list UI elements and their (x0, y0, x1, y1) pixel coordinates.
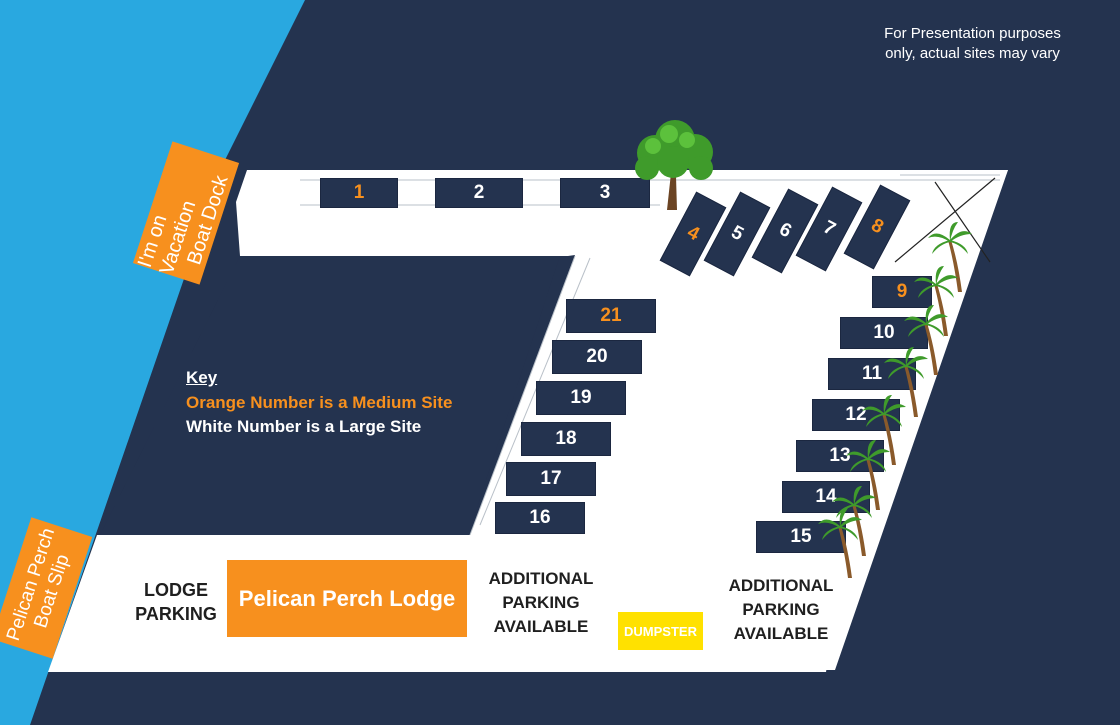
site-number: 6 (775, 218, 795, 243)
palm-tree-icon (832, 486, 876, 563)
palm-tree-icon (914, 266, 958, 343)
site-10: 10 (840, 317, 928, 349)
site-2: 2 (435, 178, 523, 208)
palm-tree-icon (846, 440, 890, 517)
site-16: 16 (495, 502, 585, 534)
site-17: 17 (506, 462, 596, 496)
additional-parking-right: ADDITIONAL PARKING AVAILABLE (715, 574, 847, 645)
additional-left-line-2: PARKING (502, 592, 580, 612)
palm-tree-icon (884, 347, 928, 424)
key-title: Key (186, 368, 218, 387)
site-number: 7 (819, 216, 839, 241)
site-18: 18 (521, 422, 611, 456)
palm-tree-icon (904, 305, 948, 382)
lodge-building: Pelican Perch Lodge (227, 560, 467, 637)
dumpster: DUMPSTER (618, 612, 703, 650)
palm-tree-icon (862, 395, 906, 472)
key-large: White Number is a Large Site (186, 417, 422, 437)
site-number: 11 (861, 363, 883, 384)
additional-left-line-1: ADDITIONAL (488, 569, 594, 588)
site-3: 3 (560, 178, 650, 208)
site-15: 15 (756, 521, 846, 553)
map-key: Key Orange Number is a Medium Site White… (186, 366, 452, 440)
site-number: 16 (529, 507, 551, 528)
tree-icon (635, 120, 713, 210)
site-20: 20 (552, 340, 642, 374)
disclaimer-line-1: For Presentation purposes (884, 25, 1061, 42)
lodge-parking-label: LODGE PARKING (120, 578, 232, 627)
additional-right-line-2: PARKING (742, 599, 820, 619)
site-21: 21 (566, 299, 656, 333)
key-medium: Orange Number is a Medium Site (186, 392, 453, 412)
site-number: 15 (790, 526, 812, 547)
site-number: 21 (600, 305, 622, 326)
lodge-parking-line-1: LODGE (143, 580, 208, 600)
site-number: 4 (683, 221, 703, 246)
site-19: 19 (536, 381, 626, 415)
site-number: 2 (473, 182, 485, 203)
site-number: 19 (570, 387, 592, 408)
site-number: 5 (727, 221, 747, 246)
additional-right-line-1: ADDITIONAL (728, 576, 834, 595)
palm-tree-icon (818, 508, 862, 585)
site-number: 14 (815, 486, 837, 507)
site-number: 12 (845, 404, 867, 425)
site-number: 20 (586, 346, 608, 367)
site-number: 3 (599, 182, 611, 203)
site-number: 17 (540, 468, 562, 489)
site-1: 1 (320, 178, 398, 208)
site-number: 1 (353, 182, 365, 203)
additional-left-line-3: AVAILABLE (493, 616, 589, 636)
lodge-parking-line-2: PARKING (135, 604, 217, 625)
site-number: 10 (873, 322, 895, 343)
inner-block (100, 256, 560, 535)
site-number: 9 (896, 281, 908, 302)
disclaimer-line-2: only, actual sites may vary (885, 45, 1060, 63)
site-9: 9 (872, 276, 932, 308)
palm-tree-icon (928, 222, 972, 299)
site-number: 18 (555, 428, 577, 449)
disclaimer: For Presentation purposes only, actual s… (860, 24, 1085, 65)
site-number: 13 (829, 445, 851, 466)
additional-parking-left: ADDITIONAL PARKING AVAILABLE (475, 567, 607, 638)
additional-right-line-3: AVAILABLE (733, 623, 829, 643)
site-number: 8 (867, 214, 887, 239)
